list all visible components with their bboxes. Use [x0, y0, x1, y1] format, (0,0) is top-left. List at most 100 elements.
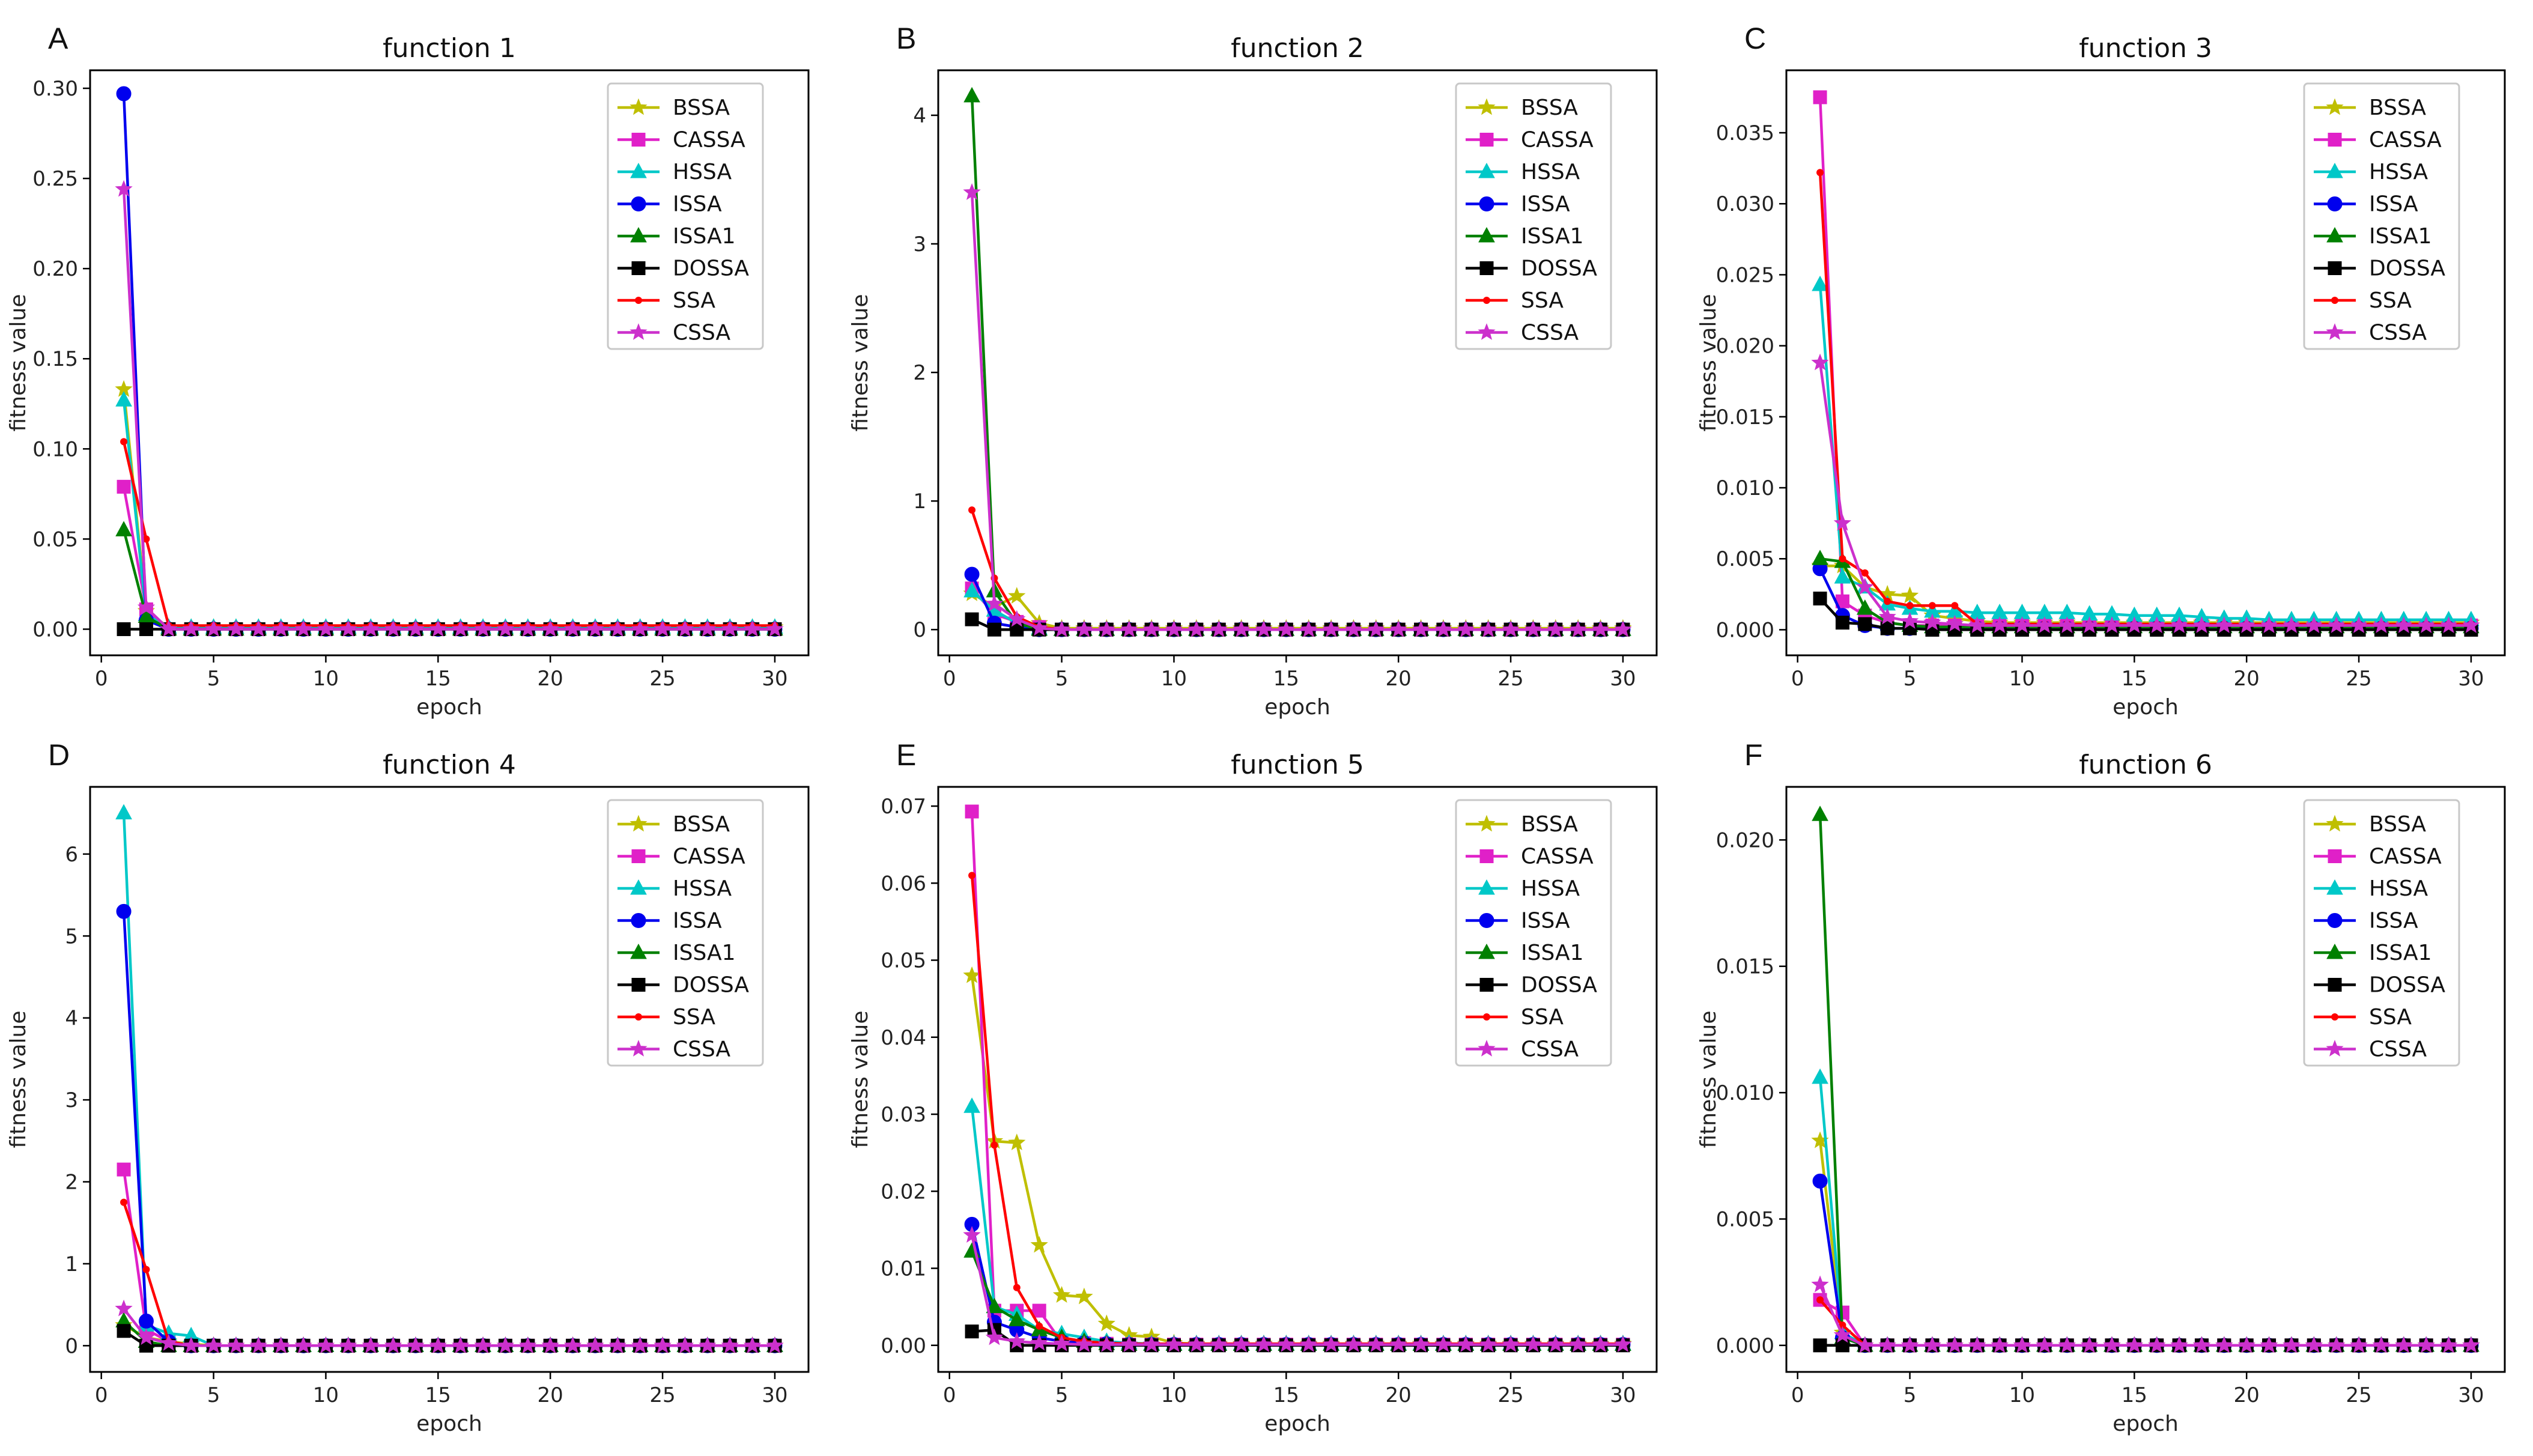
plot-area	[115, 86, 784, 637]
data-point-cssa	[608, 620, 626, 637]
data-point-cssa	[2192, 616, 2211, 633]
legend-marker	[2326, 814, 2344, 832]
plot-area	[963, 804, 1632, 1353]
series-bssa	[115, 380, 784, 635]
y-tick-label: 0.15	[32, 347, 78, 371]
legend-marker	[629, 98, 648, 115]
legend-label: HSSA	[1521, 876, 1580, 901]
series-line-issa1	[123, 1320, 775, 1347]
data-point-cssa	[2125, 1336, 2143, 1353]
panel-letter: F	[1744, 738, 1763, 772]
series-line-bssa	[971, 592, 1623, 630]
legend-entry-ssa: SSA	[2314, 288, 2412, 313]
y-tick-label: 2	[65, 1171, 78, 1195]
data-point-cssa	[1008, 1332, 1026, 1349]
x-tick-label: 15	[1273, 667, 1299, 691]
legend-entry-cassa: CASSA	[1466, 128, 1594, 153]
x-tick-label: 25	[649, 1383, 675, 1407]
data-point-cssa	[1008, 610, 1026, 627]
legend-entry-issa1: ISSA1	[617, 224, 736, 249]
series-ssa	[120, 1198, 778, 1350]
x-tick-label: 5	[207, 667, 220, 691]
y-tick-label: 0.05	[881, 949, 926, 973]
series-line-cssa	[1819, 1284, 2471, 1347]
x-axis-label: epoch	[416, 695, 482, 720]
data-point-cssa	[963, 183, 981, 200]
x-tick-label: 30	[762, 1383, 787, 1407]
data-point-issa	[1812, 1173, 1828, 1189]
data-point-cassa	[1813, 90, 1827, 105]
data-point-dossa	[117, 622, 131, 636]
legend-box	[2303, 799, 2460, 1067]
axes-frame	[1785, 786, 2506, 1373]
data-point-cssa	[1878, 607, 1896, 625]
axes-frame	[89, 69, 810, 657]
y-tick-label: 0.025	[1716, 263, 1774, 287]
panel-letter: A	[48, 22, 68, 55]
y-tick-label: 3	[65, 1088, 78, 1112]
x-tick-label: 10	[1161, 667, 1187, 691]
x-tick-label: 30	[2458, 1383, 2484, 1407]
data-point-issa	[964, 566, 980, 582]
y-tick-label: 0.000	[1716, 1334, 1774, 1358]
data-point-cssa	[1412, 620, 1430, 637]
data-point-cssa	[272, 620, 290, 637]
data-point-cssa	[2417, 1336, 2435, 1353]
data-point-cssa	[1569, 1335, 1587, 1352]
legend-entry-hssa: HSSA	[1466, 876, 1580, 901]
data-point-bssa	[1008, 1133, 1026, 1150]
series-line-bssa	[1818, 1140, 2471, 1347]
legend-entry-cssa: CSSA	[1466, 321, 1579, 345]
data-point-cssa	[2103, 616, 2121, 633]
data-point-cssa	[2013, 616, 2031, 633]
data-point-cssa	[631, 620, 649, 637]
data-point-cssa	[654, 620, 672, 637]
x-tick-label: 20	[538, 1383, 563, 1407]
legend-label: SSA	[2369, 288, 2412, 313]
legend: BSSA CASSA HSSA ISSA ISSA1 DOSSA SSA CSSA	[607, 799, 764, 1067]
legend-label: HSSA	[2369, 160, 2428, 184]
y-tick-label: 0.005	[1716, 1207, 1774, 1231]
data-point-cssa	[2103, 1336, 2121, 1353]
series-line-hssa	[1818, 1077, 2471, 1347]
data-point-cssa	[766, 620, 784, 637]
data-point-hssa	[1812, 275, 1828, 291]
legend-entry-hssa: HSSA	[1466, 160, 1580, 184]
y-tick-label: 4	[65, 1007, 78, 1031]
legend: BSSA CASSA HSSA ISSA ISSA1 DOSSA SSA CSSA	[1455, 799, 1612, 1067]
data-point-cssa	[362, 1336, 380, 1353]
data-point-hssa	[115, 391, 132, 407]
legend-label: ISSA	[673, 192, 722, 217]
x-tick-label: 15	[2122, 1383, 2147, 1407]
data-point-cssa	[2372, 616, 2391, 633]
data-point-cssa	[1901, 611, 1919, 629]
data-point-issa1	[115, 521, 132, 536]
data-point-cssa	[1389, 620, 1407, 637]
data-point-cssa	[2192, 1336, 2211, 1353]
legend-marker	[2327, 196, 2343, 211]
data-point-dossa	[117, 1324, 131, 1338]
legend-label: ISSA	[2369, 192, 2418, 217]
data-point-cssa	[1856, 1336, 1874, 1353]
legend-entry-ssa: SSA	[1466, 288, 1564, 313]
data-point-issa1	[1008, 1311, 1025, 1326]
data-point-cssa	[1569, 620, 1587, 637]
legend-entry-dossa: DOSSA	[617, 973, 749, 998]
data-point-issa1	[986, 1297, 1003, 1314]
legend-marker	[630, 879, 647, 895]
y-tick-label: 0.00	[881, 1334, 926, 1358]
data-point-cssa	[541, 620, 559, 637]
y-tick-label: 0.030	[1716, 192, 1774, 216]
y-tick-label: 0	[65, 1334, 78, 1358]
chart-title: function 4	[383, 750, 516, 780]
data-point-cssa	[2372, 1336, 2391, 1353]
data-point-cssa	[1120, 1335, 1138, 1352]
data-point-dossa	[987, 622, 1001, 637]
data-point-ssa	[1013, 1284, 1021, 1291]
legend-marker	[630, 943, 647, 959]
data-point-dossa	[1880, 621, 1894, 635]
series-hssa	[1812, 1068, 2480, 1352]
y-tick-label: 0.03	[881, 1103, 926, 1127]
data-point-hssa	[963, 581, 980, 598]
data-point-bssa	[1097, 1314, 1115, 1332]
